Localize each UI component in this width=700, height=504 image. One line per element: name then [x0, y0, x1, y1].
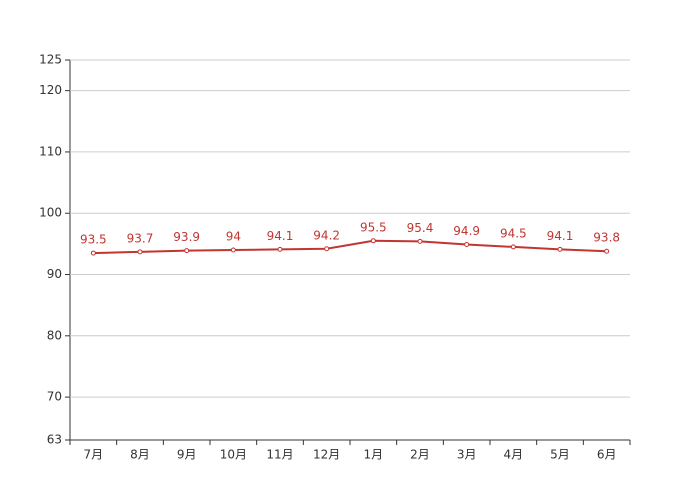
- y-tick-label: 70: [47, 390, 62, 404]
- x-tick-label: 5月: [550, 448, 570, 462]
- data-label: 94.1: [547, 229, 574, 243]
- point: [184, 248, 190, 254]
- y-tick-label: 110: [39, 144, 62, 158]
- data-label: 94.2: [313, 228, 340, 242]
- y-tick-label: 125: [39, 53, 62, 67]
- point: [324, 246, 330, 252]
- y-tick-label: 90: [47, 267, 62, 281]
- data-label: 93.9: [173, 230, 200, 244]
- y-tick-label: 63: [47, 433, 62, 447]
- data-label: 94.9: [453, 224, 480, 238]
- data-label: 94: [226, 230, 241, 244]
- y-tick-label: 80: [47, 328, 62, 342]
- data-label: 95.4: [407, 221, 434, 235]
- point: [90, 250, 96, 256]
- point: [464, 241, 470, 247]
- point: [230, 247, 236, 253]
- point: [417, 238, 423, 244]
- data-label: 93.8: [593, 231, 620, 245]
- x-tick-label: 12月: [313, 448, 340, 462]
- x-tick-label: 4月: [504, 448, 524, 462]
- point: [604, 248, 610, 254]
- x-tick-label: 10月: [220, 448, 247, 462]
- point: [370, 238, 376, 244]
- point: [277, 246, 283, 252]
- data-label: 93.5: [80, 233, 107, 247]
- x-tick-label: 7月: [84, 448, 104, 462]
- x-tick-label: 3月: [457, 448, 477, 462]
- x-tick-label: 2月: [410, 448, 430, 462]
- data-label: 94.5: [500, 226, 527, 240]
- x-tick-label: 1月: [364, 448, 384, 462]
- data-label: 95.5: [360, 220, 387, 234]
- data-label: 93.7: [127, 231, 154, 245]
- x-tick-label: 11月: [266, 448, 293, 462]
- point: [137, 249, 143, 255]
- point: [557, 246, 563, 252]
- y-tick-label: 120: [39, 83, 62, 97]
- x-tick-label: 8月: [130, 448, 150, 462]
- line: [93, 239, 607, 255]
- x-tick-label: 6月: [597, 448, 617, 462]
- x-tick-label: 9月: [177, 448, 197, 462]
- point: [510, 244, 516, 250]
- data-label: 94.1: [267, 229, 294, 243]
- y-tick-label: 100: [39, 206, 62, 220]
